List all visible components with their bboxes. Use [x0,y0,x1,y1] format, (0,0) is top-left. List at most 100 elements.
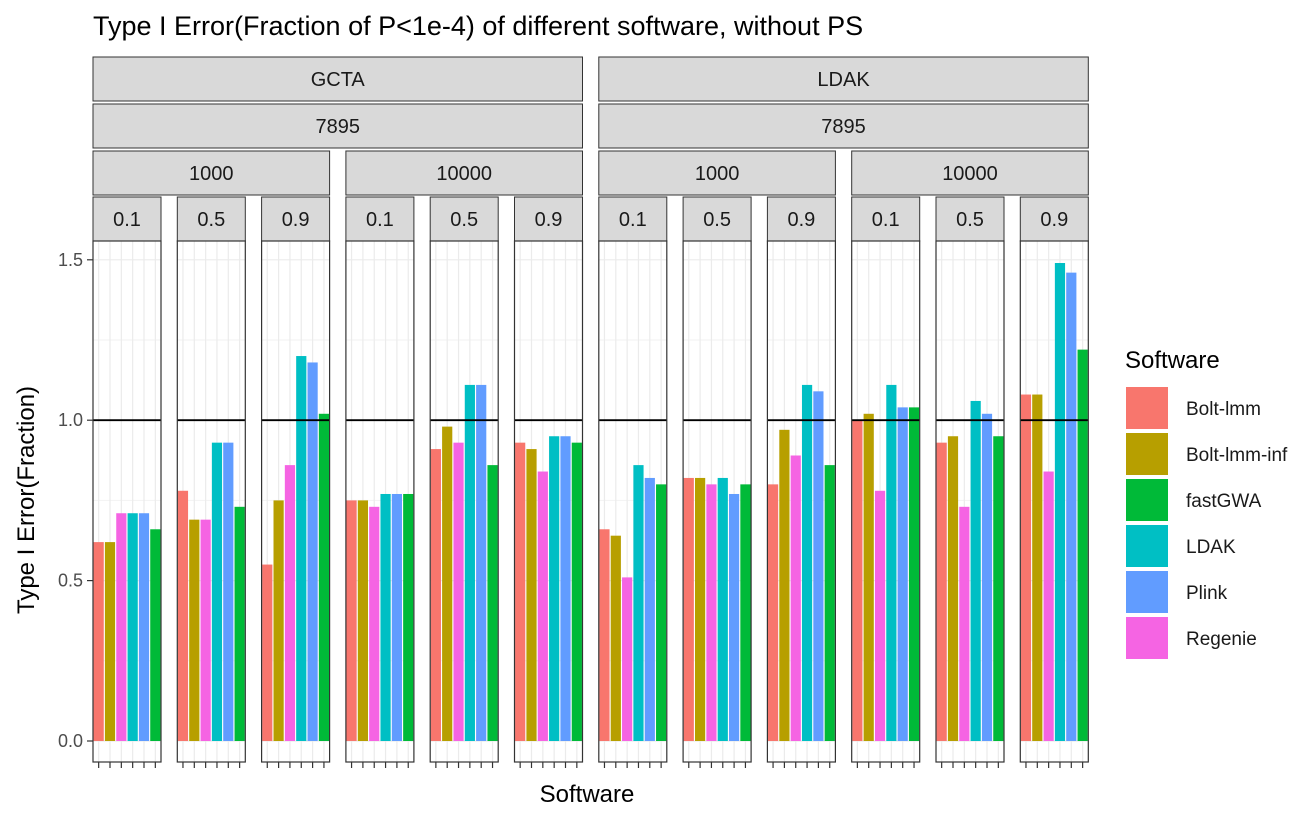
bar-bolt-lmm-inf [273,500,284,741]
strip-subgroup-label: 1000 [189,163,234,185]
panel-background [683,241,752,762]
panel-border [598,240,668,763]
strip-group-bg [92,56,583,102]
strip-panel-label: 0.5 [450,209,478,231]
bar-plink [813,391,824,741]
panel-background [430,241,499,762]
y-tick-label: 0.5 [58,571,83,591]
strip-sample-label: 7895 [821,116,866,138]
bar-bolt-lmm-inf [189,519,200,741]
panel-border [176,240,246,763]
bar-plink [644,477,655,741]
bar-plink [476,384,487,741]
bar-bolt-lmm-inf [1032,394,1043,741]
bar-bolt-lmm-inf [357,500,368,741]
strip-panel-label: 0.5 [197,209,225,231]
strip-panel-bg [345,196,415,242]
bar-fastgwa [1077,349,1088,741]
panel-border [766,240,837,763]
legend-key-bolt-lmm [1126,387,1168,429]
bar-regenie [284,465,296,741]
facet-panels: GCTA 7895 1000 0.1 0.5 0.9 10000 0.1 0.5 0.9 LDAK 7… [92,56,1089,768]
panel-background [1020,241,1089,762]
strip-subgroup-bg [345,150,583,196]
strip-panel-bg [514,196,583,242]
strip-panel-label: 0.9 [282,209,310,231]
panel-border [513,240,584,763]
y-axis: 0.0 0.5 1.0 1.5 [58,250,93,751]
chart-title: Type I Error(Fraction of P<1e-4) of diff… [93,11,863,41]
bar-regenie [874,490,886,741]
bar-ldak [127,513,138,741]
strip-subgroup-label: 10000 [942,163,998,185]
bar-regenie [1043,471,1054,741]
y-tick-label: 1.0 [58,410,83,430]
panel-background [851,241,920,762]
strip-subgroup-label: 1000 [695,163,740,185]
panel-border [682,240,752,763]
bar-ldak [549,436,560,741]
strip-subgroup-bg [851,150,1089,196]
bar-bolt-lmm-inf [610,535,621,741]
strip-panel-label: 0.1 [619,209,647,231]
bar-plink [560,436,571,741]
strip-panel-bg [682,196,752,242]
bar-fastgwa [403,493,414,741]
bar-bolt-lmm [346,500,357,741]
bar-bolt-lmm [1020,394,1032,741]
panel-background [598,241,667,762]
bar-regenie [959,506,970,741]
bar-plink [897,407,908,741]
strip-panel-label: 0.1 [872,209,900,231]
bar-regenie [790,455,801,741]
panel-border [935,240,1005,763]
bar-ldak [801,384,813,741]
strip-sample-bg [598,103,1089,149]
strip-group-label: LDAK [817,69,870,91]
strip-panel-label: 0.1 [113,209,141,231]
bar-bolt-lmm-inf [442,426,453,741]
panel-border [429,240,499,763]
legend-label: LDAK [1186,537,1236,558]
bar-plink [729,493,740,741]
bar-ldak [211,442,223,741]
strip-panel-label: 0.1 [366,209,394,231]
bar-bolt-lmm [936,442,947,741]
bar-ldak [886,384,897,741]
bar-bolt-lmm [683,477,694,741]
strip-panel-label: 0.5 [703,209,731,231]
bar-plink [981,413,993,741]
panel-background [93,241,161,762]
legend-key-regenie [1126,617,1168,659]
strip-subgroup-label: 10000 [436,163,492,185]
strip-panel-bg [851,196,921,242]
strip-panel-label: 0.9 [1040,209,1068,231]
legend-label: fastGWA [1186,491,1262,512]
panel-border [92,240,162,763]
bar-bolt-lmm [93,542,104,741]
bar-ldak [1054,263,1066,741]
bar-regenie [706,484,717,741]
bar-ldak [633,465,644,741]
bar-bolt-lmm [177,490,189,741]
strip-panel-bg [429,196,499,242]
bar-fastgwa [234,506,245,741]
bar-bolt-lmm [767,484,779,741]
bar-bolt-lmm [262,564,273,741]
legend-label: Regenie [1186,629,1257,650]
x-axis-title: Software [540,781,635,808]
strip-sample-bg [92,103,583,149]
bar-regenie [453,442,464,741]
bar-fastgwa [740,484,751,741]
bar-fastgwa [993,436,1004,741]
bar-fastgwa [318,413,330,741]
strip-panel-bg [766,196,836,242]
bar-fastgwa [908,407,920,741]
bar-plink [307,362,318,741]
strip-panel-label: 0.5 [956,209,984,231]
bar-regenie [537,471,548,741]
bar-bolt-lmm [852,420,863,741]
bar-regenie [116,513,127,741]
bar-bolt-lmm-inf [779,429,790,741]
